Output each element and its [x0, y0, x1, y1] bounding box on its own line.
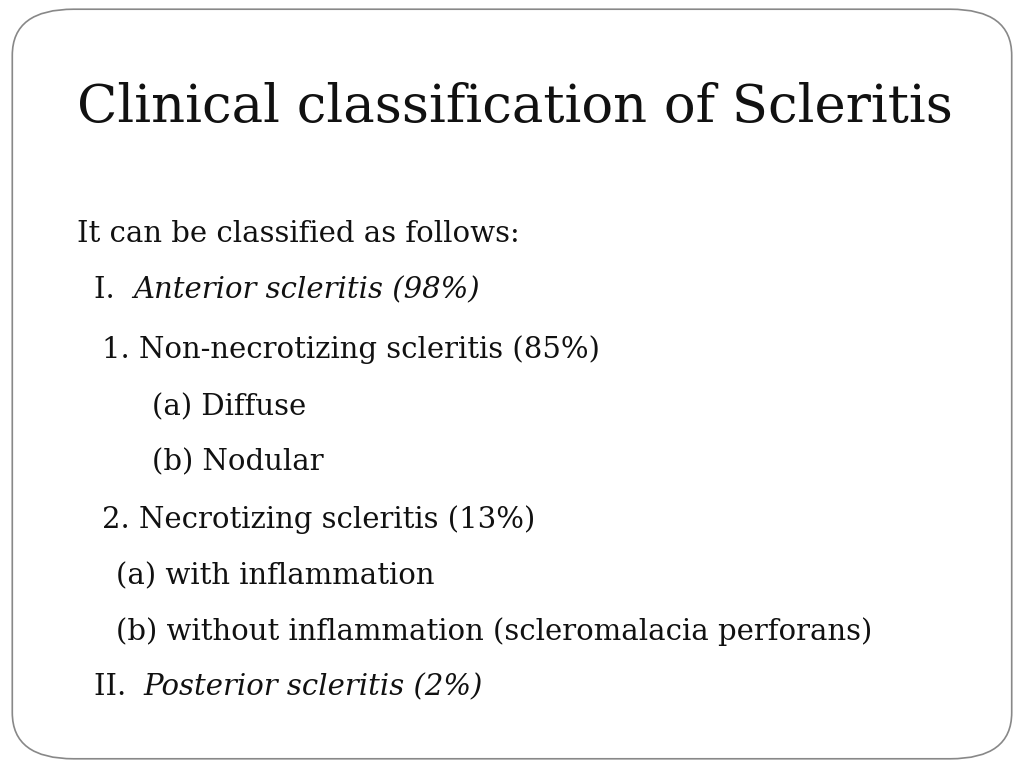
Text: (a) Diffuse: (a) Diffuse [152, 393, 306, 421]
FancyBboxPatch shape [12, 9, 1012, 759]
Text: 1. Non-necrotizing scleritis (85%): 1. Non-necrotizing scleritis (85%) [102, 335, 600, 364]
Text: (b) Nodular: (b) Nodular [152, 449, 324, 476]
Text: Posterior scleritis (2%): Posterior scleritis (2%) [143, 674, 482, 701]
Text: I.: I. [94, 276, 124, 304]
Text: It can be classified as follows:: It can be classified as follows: [77, 220, 519, 248]
Text: (b) without inflammation (scleromalacia perforans): (b) without inflammation (scleromalacia … [116, 617, 872, 646]
Text: Clinical classification of Scleritis: Clinical classification of Scleritis [77, 82, 952, 133]
Text: II.: II. [94, 674, 136, 701]
Text: 2. Necrotizing scleritis (13%): 2. Necrotizing scleritis (13%) [102, 505, 536, 535]
Text: (a) with inflammation: (a) with inflammation [116, 562, 434, 590]
Text: Anterior scleritis (98%): Anterior scleritis (98%) [133, 276, 480, 304]
